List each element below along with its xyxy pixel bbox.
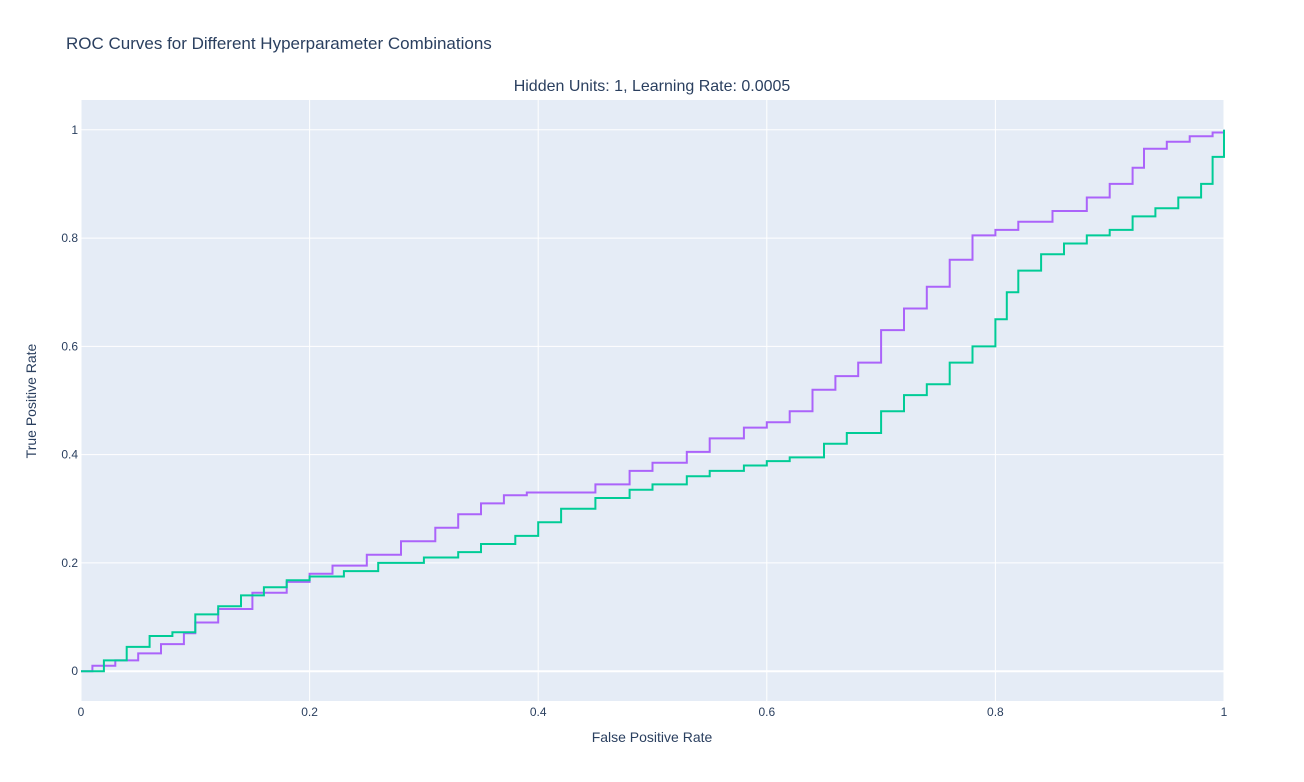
y-tick-label: 0 [71, 664, 78, 678]
plot-area [81, 100, 1224, 701]
grid-lines [80, 100, 1225, 701]
x-tick-label: 1 [1221, 705, 1228, 719]
roc-curve-series-1 [81, 129, 1225, 673]
x-tick-label: 0.8 [987, 705, 1004, 719]
series-group [81, 129, 1225, 673]
x-axis-label: False Positive Rate [591, 729, 713, 745]
y-tick-label: 0.4 [61, 448, 78, 462]
y-tick-label: 0.2 [61, 556, 78, 570]
y-tick-labels: 0 0.2 0.4 0.6 0.8 1 [61, 123, 78, 678]
x-tick-label: 0.2 [301, 705, 318, 719]
y-tick-label: 0.6 [61, 339, 78, 353]
chart-subtitle: Hidden Units: 1, Learning Rate: 0.0005 [513, 78, 791, 95]
roc-curve-series-2 [81, 129, 1225, 673]
x-tick-labels: 0 0.2 0.4 0.6 0.8 1 [78, 705, 1228, 719]
x-tick-label: 0.6 [758, 705, 775, 719]
y-tick-label: 0.8 [61, 231, 78, 245]
y-tick-label: 1 [71, 123, 78, 137]
x-tick-label: 0.4 [530, 705, 547, 719]
chart-title: ROC Curves for Different Hyperparameter … [66, 34, 492, 53]
x-tick-label: 0 [78, 705, 85, 719]
